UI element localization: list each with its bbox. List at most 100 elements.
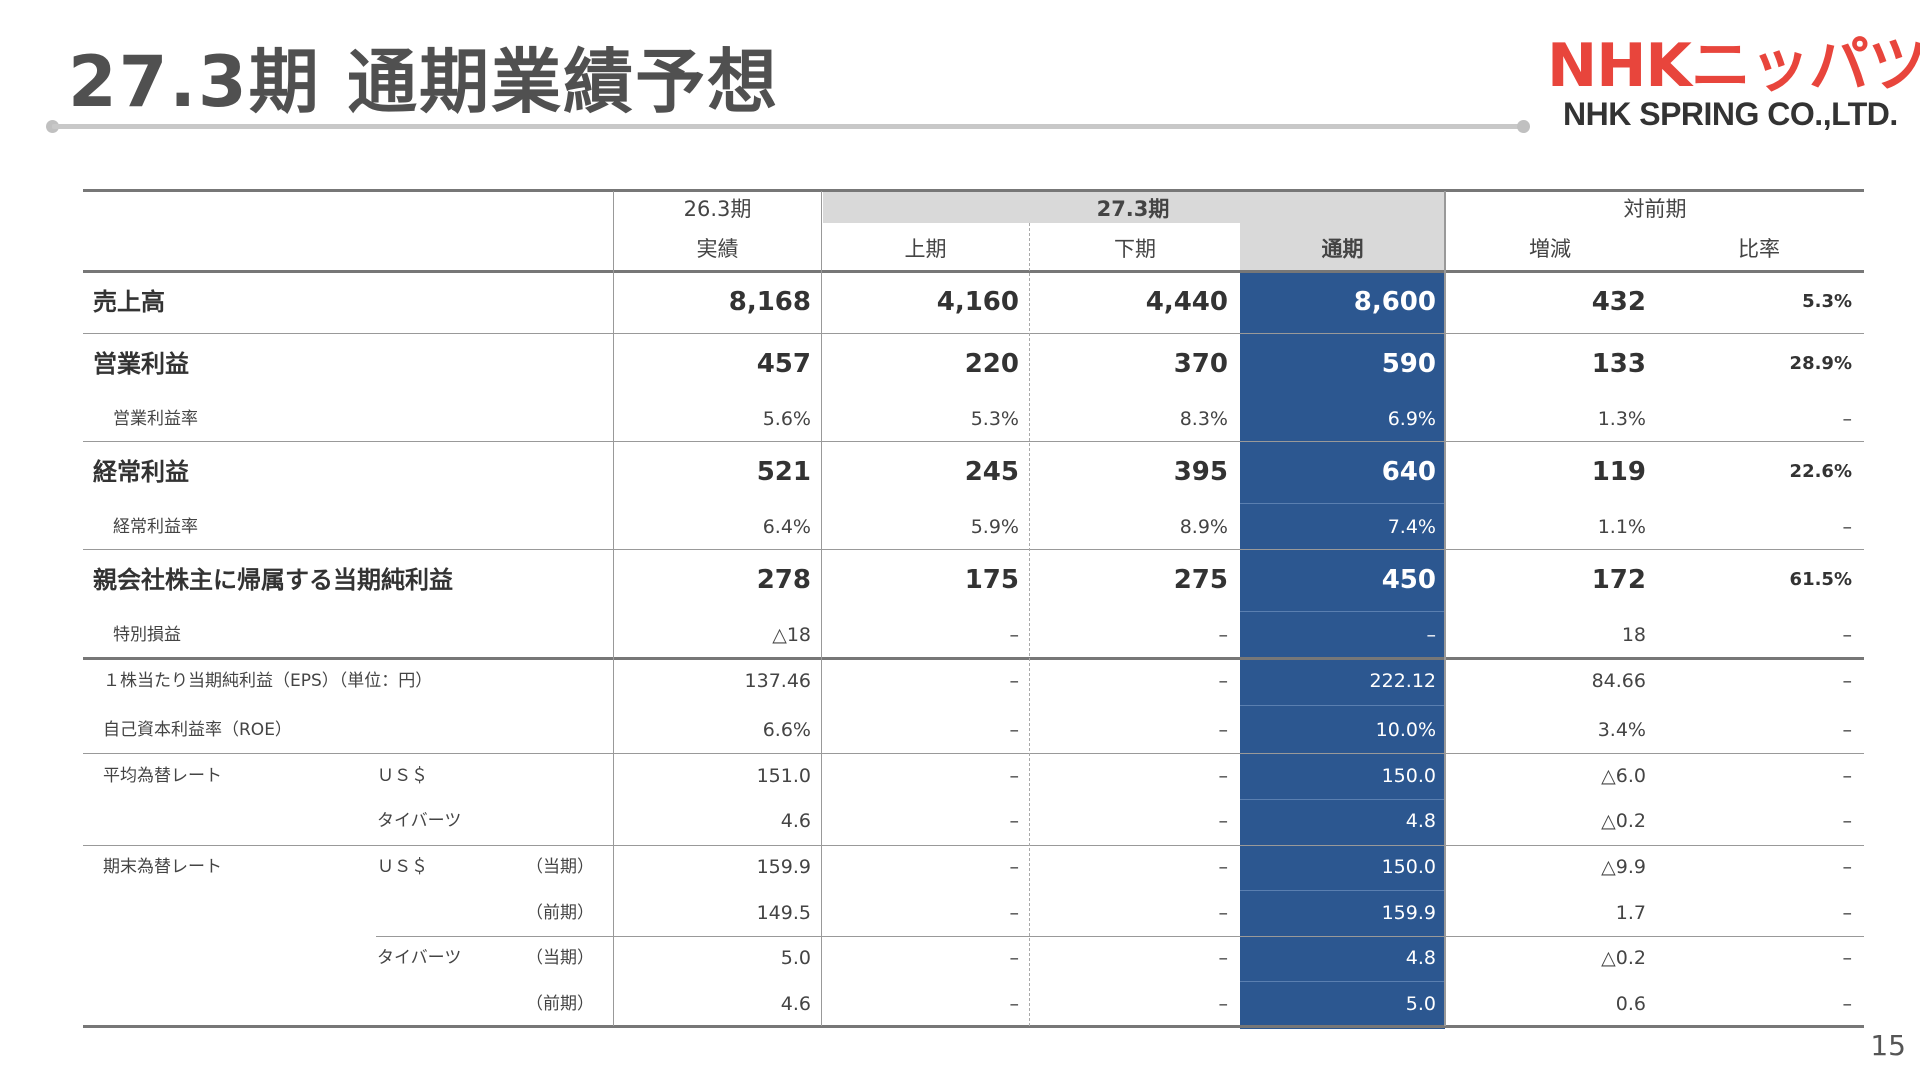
highlight-rule — [1240, 705, 1445, 706]
header-change: 増減 — [1529, 237, 1571, 261]
row-rule — [83, 845, 1864, 846]
highlight-rule — [1240, 981, 1445, 982]
table-cell: 151.0 — [756, 765, 811, 787]
table-cell: – — [1218, 765, 1229, 787]
table-cell: 159.9 — [756, 856, 811, 878]
header-yoy: 対前期 — [1623, 197, 1687, 221]
table-cell: 150.0 — [1381, 765, 1436, 787]
row-rule — [83, 549, 1864, 550]
table-bottom-rule — [83, 1025, 1864, 1028]
table-cell: – — [1218, 856, 1229, 878]
page-title: 27.3期 通期業績予想 — [68, 41, 780, 123]
table-cell: 6.9% — [1387, 408, 1436, 430]
header-full-year: 通期 — [1321, 237, 1364, 261]
highlight-rule — [1240, 611, 1445, 612]
table-cell: 149.5 — [756, 902, 811, 924]
table-top-rule — [83, 189, 1864, 192]
table-cell: 8.3% — [1179, 408, 1228, 430]
table-cell: 5.3% — [1802, 291, 1852, 312]
table-cell: 1.7 — [1615, 902, 1646, 924]
table-cell: – — [1842, 856, 1853, 878]
table-cell: – — [1009, 993, 1020, 1015]
table-cell: 5.9% — [970, 516, 1019, 538]
table-cell: 222.12 — [1369, 670, 1436, 692]
table-cell: 4.8 — [1405, 947, 1436, 969]
title-rule — [52, 124, 1524, 129]
col-rule — [613, 191, 614, 1026]
row-sublabel: タイバーツ — [377, 811, 462, 831]
header-second-half: 下期 — [1114, 237, 1156, 261]
table-cell: 4.6 — [780, 993, 811, 1015]
table-cell: – — [1218, 810, 1229, 832]
row-period-label: （当期） — [526, 857, 594, 877]
table-cell: 1.3% — [1597, 408, 1646, 430]
table-cell: – — [1426, 624, 1437, 646]
row-label: １株当たり当期純利益（EPS）（単位：円） — [103, 671, 433, 691]
table-cell: 119 — [1591, 457, 1646, 487]
table-cell: 0.6 — [1615, 993, 1646, 1015]
full-year-highlight-column — [1240, 272, 1445, 1029]
table-cell: 8,168 — [728, 287, 811, 317]
table-cell: – — [1842, 719, 1853, 741]
table-cell: 3.4% — [1597, 719, 1646, 741]
col-rule — [1444, 191, 1446, 1026]
table-cell: 395 — [1173, 457, 1228, 487]
table-cell: 28.9% — [1789, 353, 1852, 374]
table-cell: 137.46 — [744, 670, 811, 692]
table-cell: 5.0 — [780, 947, 811, 969]
title-rule-right-dot — [1517, 120, 1530, 133]
header-27-3-band — [823, 191, 1445, 223]
row-label: 特別損益 — [113, 625, 181, 645]
col-rule — [821, 191, 822, 1026]
highlight-rule — [1240, 890, 1445, 891]
table-cell: – — [1009, 765, 1020, 787]
table-cell: – — [1842, 408, 1853, 430]
row-rule — [83, 441, 1864, 442]
highlight-rule — [1240, 799, 1445, 800]
row-label: 営業利益 — [93, 350, 189, 378]
logo-mark: NHKニッパツ — [1547, 31, 1920, 101]
table-cell: 275 — [1173, 565, 1228, 595]
table-cell: 370 — [1173, 349, 1228, 379]
table-cell: 5.6% — [762, 408, 811, 430]
table-cell: 4,160 — [936, 287, 1019, 317]
table-cell: 159.9 — [1381, 902, 1436, 924]
table-cell: – — [1842, 947, 1853, 969]
row-sublabel: タイバーツ — [377, 948, 462, 968]
table-cell: 8,600 — [1353, 287, 1436, 317]
col-rule-dashed — [1029, 223, 1030, 1026]
table-cell: 5.3% — [970, 408, 1019, 430]
table-cell: 278 — [756, 565, 811, 595]
logo-company-name: NHK SPRING CO.,LTD. — [1563, 96, 1898, 132]
table-cell: – — [1009, 670, 1020, 692]
table-cell: 590 — [1381, 349, 1436, 379]
table-cell: 18 — [1621, 624, 1646, 646]
table-cell: 245 — [964, 457, 1019, 487]
table-cell: – — [1218, 902, 1229, 924]
table-cell: 1.1% — [1597, 516, 1646, 538]
table-cell: 84.66 — [1591, 670, 1646, 692]
table-cell: – — [1842, 765, 1853, 787]
company-logo: NHKニッパツ NHK SPRING CO.,LTD. — [1547, 30, 1920, 135]
table-cell: 640 — [1381, 457, 1436, 487]
row-label: 平均為替レート — [103, 766, 222, 786]
table-cell: 450 — [1381, 565, 1436, 595]
table-cell: – — [1842, 993, 1853, 1015]
table-cell: 8.9% — [1179, 516, 1228, 538]
table-cell: 457 — [756, 349, 811, 379]
row-label: 売上高 — [93, 288, 165, 316]
table-cell: – — [1009, 947, 1020, 969]
table-cell: △0.2 — [1601, 947, 1646, 969]
table-cell: 4.8 — [1405, 810, 1436, 832]
table-cell: – — [1218, 993, 1229, 1015]
row-label: 営業利益率 — [113, 409, 198, 429]
table-cell: △9.9 — [1601, 856, 1646, 878]
table-cell: 175 — [964, 565, 1019, 595]
table-cell: △0.2 — [1601, 810, 1646, 832]
table-cell: – — [1842, 516, 1853, 538]
row-label: 自己資本利益率（ROE） — [103, 720, 292, 740]
row-period-label: （前期） — [526, 903, 594, 923]
header-ratio: 比率 — [1738, 237, 1780, 261]
table-cell: 432 — [1591, 287, 1646, 317]
table-cell: △18 — [772, 624, 811, 646]
